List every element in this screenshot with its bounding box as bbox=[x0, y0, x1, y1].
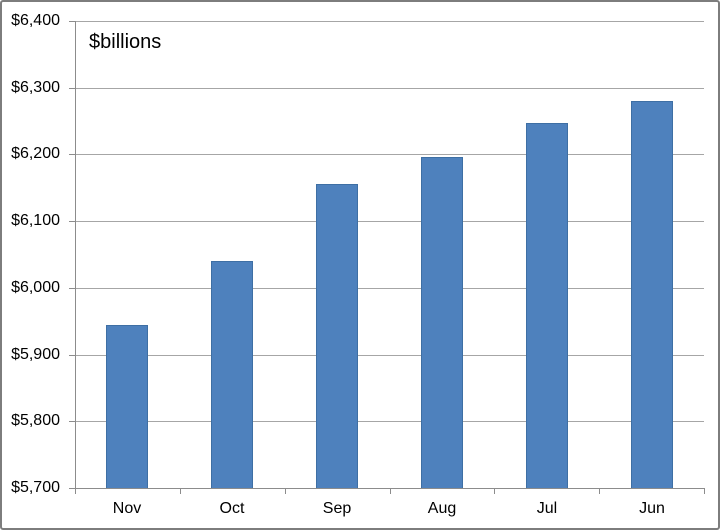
x-axis-label-sep: Sep bbox=[322, 500, 352, 517]
bar-jun bbox=[631, 101, 673, 488]
bar-oct bbox=[211, 261, 253, 488]
x-axis-label-jun: Jun bbox=[639, 500, 665, 517]
bar-jul bbox=[526, 123, 568, 488]
y-axis-tick bbox=[69, 21, 75, 22]
gridline bbox=[76, 221, 704, 222]
x-axis-label-oct: Oct bbox=[219, 500, 245, 517]
bar-aug bbox=[421, 157, 463, 488]
y-axis-tick-label: $6,400 bbox=[11, 12, 60, 29]
gridline bbox=[76, 154, 704, 155]
x-axis-label-jul: Jul bbox=[536, 500, 558, 517]
x-axis-tick bbox=[494, 489, 495, 494]
y-axis-tick-label: $5,700 bbox=[11, 479, 60, 496]
x-axis-tick bbox=[704, 489, 705, 494]
y-axis-tick-label: $6,100 bbox=[11, 212, 60, 229]
y-axis-tick-label: $6,300 bbox=[11, 79, 60, 96]
y-axis-tick bbox=[69, 488, 75, 489]
x-axis-tick bbox=[599, 489, 600, 494]
y-axis-tick bbox=[69, 421, 75, 422]
gridline bbox=[76, 288, 704, 289]
chart-units-label: $billions bbox=[89, 31, 162, 53]
x-axis-tick bbox=[390, 489, 391, 494]
y-axis-tick bbox=[69, 88, 75, 89]
gridline bbox=[76, 88, 704, 89]
x-axis-tick bbox=[285, 489, 286, 494]
y-axis-line bbox=[75, 21, 76, 489]
y-axis-tick-label: $5,800 bbox=[11, 412, 60, 429]
y-axis-tick bbox=[69, 355, 75, 356]
gridline bbox=[76, 21, 704, 22]
gridline bbox=[76, 421, 704, 422]
x-axis-tick bbox=[180, 489, 181, 494]
bar-nov bbox=[106, 325, 148, 488]
x-axis-tick bbox=[75, 489, 76, 494]
y-axis-tick bbox=[69, 154, 75, 155]
gridline bbox=[76, 355, 704, 356]
y-axis-tick bbox=[69, 288, 75, 289]
x-axis-label-aug: Aug bbox=[427, 500, 457, 517]
bar-sep bbox=[316, 184, 358, 488]
y-axis-tick-label: $5,900 bbox=[11, 346, 60, 363]
y-axis-tick-label: $6,200 bbox=[11, 145, 60, 162]
x-axis-label-nov: Nov bbox=[112, 500, 142, 517]
y-axis-tick-label: $6,000 bbox=[11, 279, 60, 296]
y-axis-tick bbox=[69, 221, 75, 222]
x-axis-line bbox=[75, 488, 705, 489]
